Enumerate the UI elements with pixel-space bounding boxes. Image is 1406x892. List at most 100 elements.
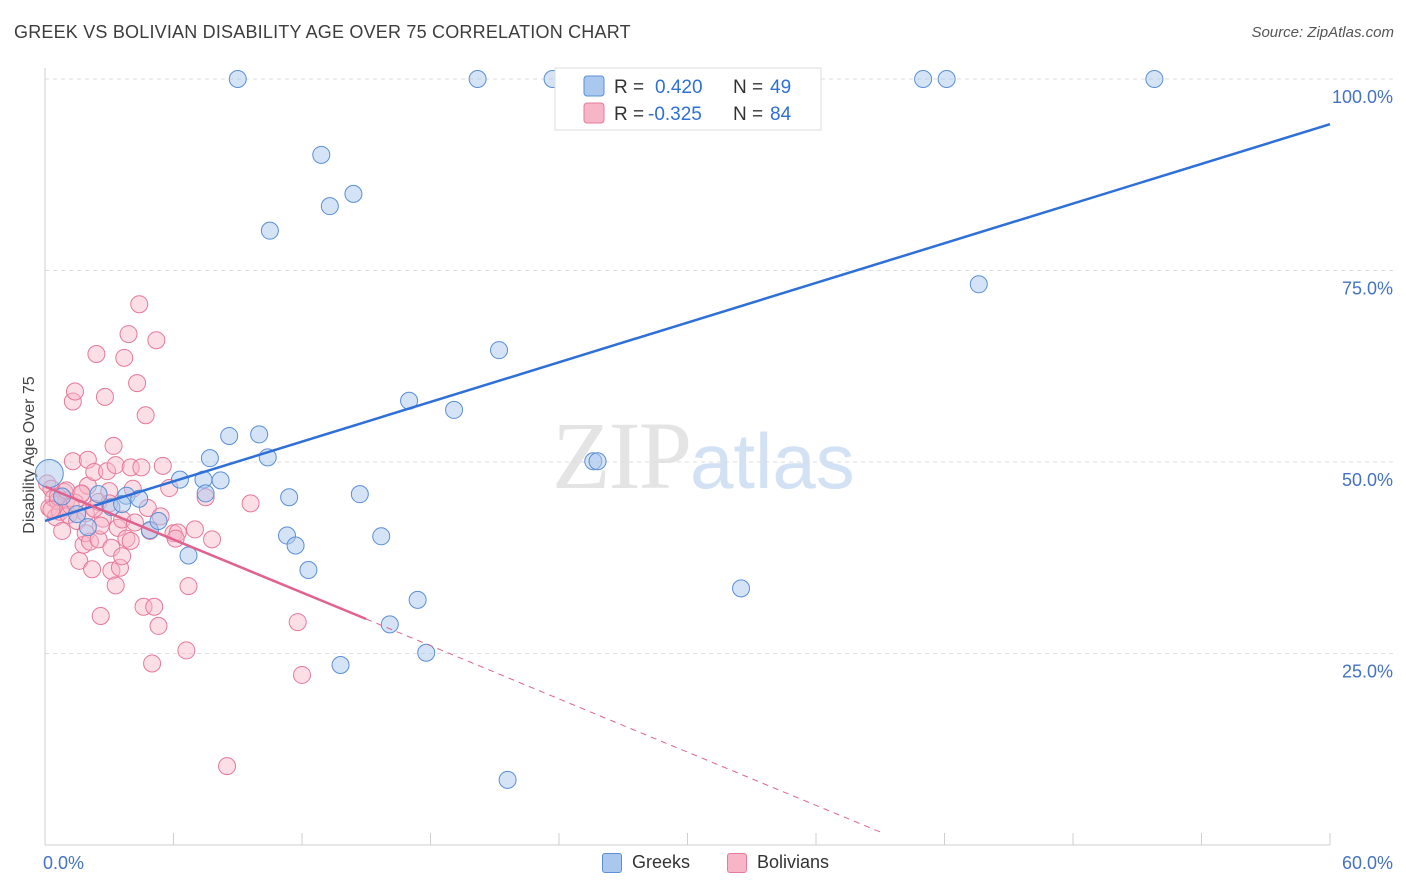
greek-point-26 (331, 655, 350, 674)
greek-point-33 (417, 643, 436, 662)
bottom-legend: Greeks Bolivians (0, 852, 1406, 878)
greek-point-47 (89, 485, 108, 504)
legend-bolivians-r-value: -0.325 (648, 104, 702, 125)
greek-point-27 (344, 184, 363, 203)
bolivian-point-39 (110, 558, 129, 577)
greek-point-45 (969, 275, 988, 294)
grid-lines (45, 78, 1395, 654)
legend-greeks-r-label: R = (614, 77, 644, 98)
greek-point-32 (408, 590, 427, 609)
greeks-swatch-icon (602, 852, 622, 873)
bolivian-point-50 (132, 458, 151, 477)
bolivian-point-81 (113, 547, 132, 566)
x-tick-label-max: 60.0% (1342, 853, 1393, 873)
y-tick-label-75: 75.0% (1342, 279, 1393, 299)
greek-point-36 (490, 341, 509, 360)
greek-point-29 (372, 527, 391, 546)
watermark-atlas: atlas (690, 417, 855, 505)
greek-point-22 (286, 536, 305, 555)
greek-point-35 (468, 70, 487, 88)
y-tick-label-100: 100.0% (1332, 87, 1393, 107)
bolivian-point-14 (65, 382, 84, 401)
watermark: ZIPatlas (552, 400, 855, 511)
bolivian-point-25 (87, 344, 106, 363)
bolivian-point-65 (185, 520, 204, 539)
bolivian-point-36 (106, 456, 125, 475)
greeks-trend-line (44, 122, 1331, 523)
bolivian-point-37 (106, 576, 125, 595)
watermark-zip: ZIP (552, 402, 692, 509)
legend-bolivians-n-label: N = (733, 104, 763, 125)
bottom-legend-bolivians[interactable]: Bolivians (727, 852, 829, 873)
bottom-legend-greeks-label: Greeks (632, 852, 691, 872)
bolivian-point-23 (83, 560, 102, 579)
bolivian-point-68 (218, 757, 237, 776)
bolivian-point-49 (130, 295, 149, 314)
legend-greeks-n-label: N = (733, 77, 763, 98)
bolivian-point-55 (145, 597, 164, 616)
bolivian-point-12 (63, 452, 82, 471)
bolivian-point-58 (153, 456, 172, 475)
greek-point-3 (78, 518, 97, 537)
greek-point-46 (1145, 70, 1164, 88)
legend-bolivians-swatch (583, 102, 605, 124)
greek-point-28 (350, 485, 369, 504)
greek-point-25 (320, 197, 339, 216)
bolivians-points (38, 295, 311, 776)
bolivian-point-35 (104, 436, 123, 455)
bolivian-point-52 (136, 406, 155, 425)
greek-point-23 (299, 561, 318, 580)
bolivian-point-30 (95, 387, 114, 406)
bolivian-point-27 (89, 530, 108, 549)
x-tick-label-min: 0.0% (43, 853, 84, 873)
legend-bolivians-r-label: R = (614, 104, 644, 125)
y-tick-label-50: 50.0% (1342, 470, 1393, 490)
bolivian-point-69 (241, 494, 260, 513)
greek-point-20 (280, 488, 299, 507)
bolivian-point-54 (143, 654, 162, 673)
bolivian-point-67 (203, 530, 222, 549)
greek-point-43 (914, 70, 933, 88)
greek-point-48 (113, 495, 132, 514)
greeks-points (34, 70, 1164, 789)
greek-point-30 (380, 615, 399, 634)
trend-lines (44, 122, 1331, 833)
x-ticks (44, 833, 1331, 845)
y-tick-label-25: 25.0% (1342, 662, 1393, 682)
greek-point-6 (130, 489, 149, 508)
greek-point-34 (445, 400, 464, 419)
bottom-legend-greeks[interactable]: Greeks (602, 852, 690, 873)
greek-point-19 (260, 221, 279, 240)
bolivian-point-7 (53, 521, 72, 540)
greek-point-16 (228, 70, 247, 88)
bolivian-point-70 (288, 613, 307, 632)
bolivian-point-56 (147, 331, 166, 350)
greek-point-0 (34, 458, 64, 488)
greek-point-41 (588, 452, 607, 471)
greek-point-37 (498, 770, 517, 789)
legend-greeks-r-value: 0.420 (655, 77, 703, 98)
greek-point-24 (312, 145, 331, 164)
greek-point-42 (732, 579, 751, 598)
legend-greeks-swatch (583, 75, 605, 97)
bolivian-point-43 (119, 325, 138, 344)
bolivians-swatch-icon (727, 852, 747, 873)
greek-point-17 (250, 425, 269, 444)
legend-bolivians-n-value: 84 (770, 104, 792, 125)
chart-title: GREEK VS BOLIVIAN DISABILITY AGE OVER 75… (14, 22, 631, 42)
bolivian-point-41 (115, 348, 134, 367)
source-label: Source: ZipAtlas.com (1251, 24, 1394, 41)
bolivian-point-44 (121, 458, 140, 477)
bolivian-point-45 (121, 531, 140, 550)
greek-point-13 (200, 449, 219, 468)
bolivian-point-63 (177, 641, 196, 660)
bolivian-point-28 (91, 606, 110, 625)
greek-point-8 (149, 511, 168, 530)
bottom-legend-bolivians-label: Bolivians (757, 852, 830, 872)
legend-greeks-n-value: 49 (770, 77, 791, 98)
greek-point-12 (196, 484, 215, 503)
bolivians-trend-line (44, 485, 367, 621)
bolivian-point-57 (149, 616, 168, 635)
bolivian-point-48 (128, 374, 147, 393)
